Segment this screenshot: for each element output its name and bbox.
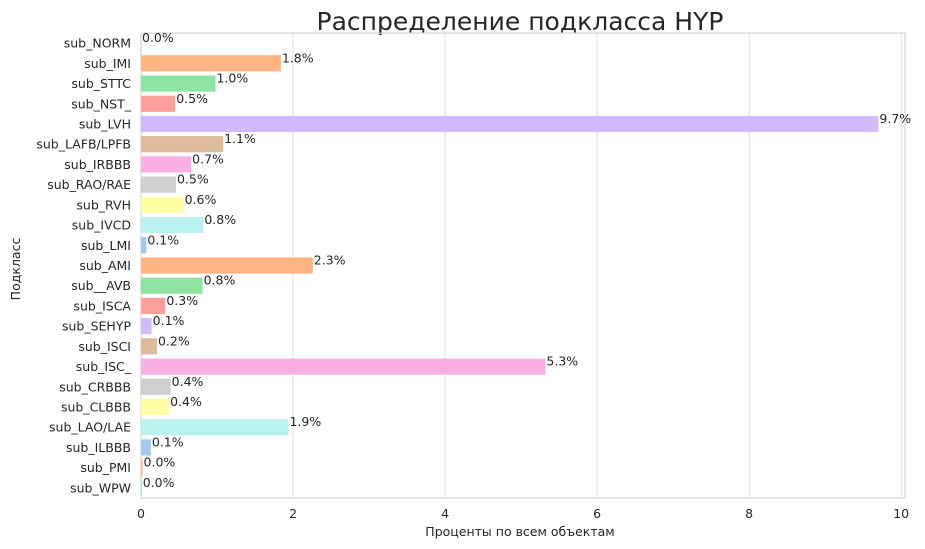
y-tick-label: sub_LAFB/LPFB: [36, 137, 131, 152]
data-label: 1.9%: [289, 414, 321, 429]
bar: [141, 176, 176, 193]
y-tick-label: sub_NST_: [71, 96, 132, 111]
data-label: 0.7%: [192, 151, 224, 166]
bar: [141, 378, 171, 395]
data-label: 0.1%: [152, 434, 184, 449]
bar: [141, 297, 166, 315]
x-axis-title: Проценты по всем объектам: [425, 524, 614, 539]
bar: [141, 156, 192, 173]
y-tick-label: sub_NORM: [64, 36, 131, 51]
bar: [141, 55, 281, 72]
data-label: 0.1%: [147, 232, 179, 247]
y-tick-label: sub_CRBBB: [59, 379, 131, 394]
data-label: 0.4%: [170, 394, 202, 409]
chart-title: Распределение подкласса HYP: [317, 7, 724, 36]
data-label: 2.3%: [314, 253, 346, 268]
y-tick-label: sub_IMI: [84, 56, 131, 71]
y-axis-title: Подкласс: [8, 238, 23, 301]
y-tick-label: sub_LVH: [79, 116, 131, 131]
bar: [141, 479, 142, 496]
data-label: 1.1%: [224, 131, 256, 146]
bar: [141, 75, 216, 92]
y-tick-label: sub_ISCI: [78, 339, 131, 354]
data-label: 0.0%: [142, 30, 174, 45]
data-label: 1.8%: [282, 50, 314, 65]
bar: [141, 419, 289, 436]
y-tick-label: sub_CLBBB: [61, 400, 131, 415]
y-tick-label: sub_AMI: [79, 258, 131, 273]
bar: [141, 95, 176, 112]
y-tick-label: sub_RVH: [76, 197, 131, 212]
data-label: 0.0%: [144, 455, 176, 470]
y-tick-label: sub_WPW: [70, 480, 131, 495]
y-tick-label: sub_ISCA: [73, 298, 131, 313]
x-tick-label: 8: [745, 506, 753, 521]
data-label: 0.3%: [166, 293, 198, 308]
data-label: 0.4%: [172, 374, 204, 389]
y-tick-label: sub_LAO/LAE: [49, 420, 131, 435]
data-label: 1.0%: [216, 71, 248, 86]
data-label: 0.2%: [158, 333, 190, 348]
bar: [141, 439, 151, 456]
x-tick-label: 6: [593, 506, 601, 521]
y-tick-label: sub_ILBBB: [66, 440, 131, 455]
bar: [141, 459, 143, 476]
bar: [141, 338, 157, 355]
bar: [141, 398, 170, 416]
y-tick-label: sub_IVCD: [72, 218, 131, 233]
data-label: 0.8%: [204, 273, 236, 288]
x-tick-label: 10: [893, 506, 909, 521]
data-label: 5.3%: [546, 354, 578, 369]
bar: [141, 115, 879, 133]
data-label: 0.5%: [177, 172, 209, 187]
y-tick-label: sub_PMI: [80, 460, 131, 475]
bar: [141, 318, 152, 335]
data-label: 0.5%: [176, 91, 208, 106]
y-tick-label: sub__AVB: [71, 278, 131, 293]
data-labels: 0.0% 1.8% 1.0% 0.5% 9.7% 1.1%0.7% 0.5% 0.6% 0.8%…: [142, 30, 911, 490]
x-tick-labels: 0 2 4 6 8 10: [137, 506, 909, 521]
data-label: 9.7%: [879, 111, 911, 126]
y-tick-label: sub_SEHYP: [62, 319, 131, 334]
x-tick-label: 4: [441, 506, 449, 521]
bar: [141, 196, 184, 213]
x-tick-label: 2: [289, 506, 297, 521]
y-tick-label: sub_STTC: [71, 76, 131, 91]
y-tick-label: sub_RAO/RAE: [47, 177, 131, 192]
bar: [141, 237, 147, 254]
x-tick-label: 0: [137, 506, 145, 521]
data-label: 0.1%: [153, 313, 185, 328]
data-label: 0.8%: [204, 212, 236, 227]
bar: [141, 257, 313, 274]
y-tick-label: sub_IRBBB: [64, 157, 131, 172]
bar: [141, 136, 224, 153]
y-tick-label: sub_LMI: [81, 238, 131, 253]
bar: [141, 216, 204, 234]
bar: [141, 358, 546, 375]
data-label: 0.6%: [185, 192, 217, 207]
bars: [141, 55, 879, 496]
y-tick-label: sub_ISC_: [76, 359, 132, 374]
bar: [141, 277, 203, 294]
y-tick-labels: sub_NORM sub_IMI sub_STTC sub_NST_ sub_LVHsu…: [36, 36, 131, 496]
data-label: 0.0%: [143, 475, 175, 490]
